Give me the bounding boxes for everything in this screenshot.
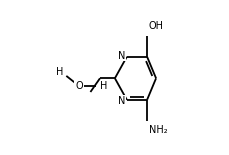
Text: OH: OH [148, 21, 163, 31]
Text: O: O [75, 81, 82, 91]
Text: N: N [117, 96, 125, 106]
Text: H: H [99, 81, 107, 91]
Text: NH₂: NH₂ [148, 125, 167, 135]
Text: H: H [56, 67, 63, 77]
Text: N: N [117, 51, 125, 61]
